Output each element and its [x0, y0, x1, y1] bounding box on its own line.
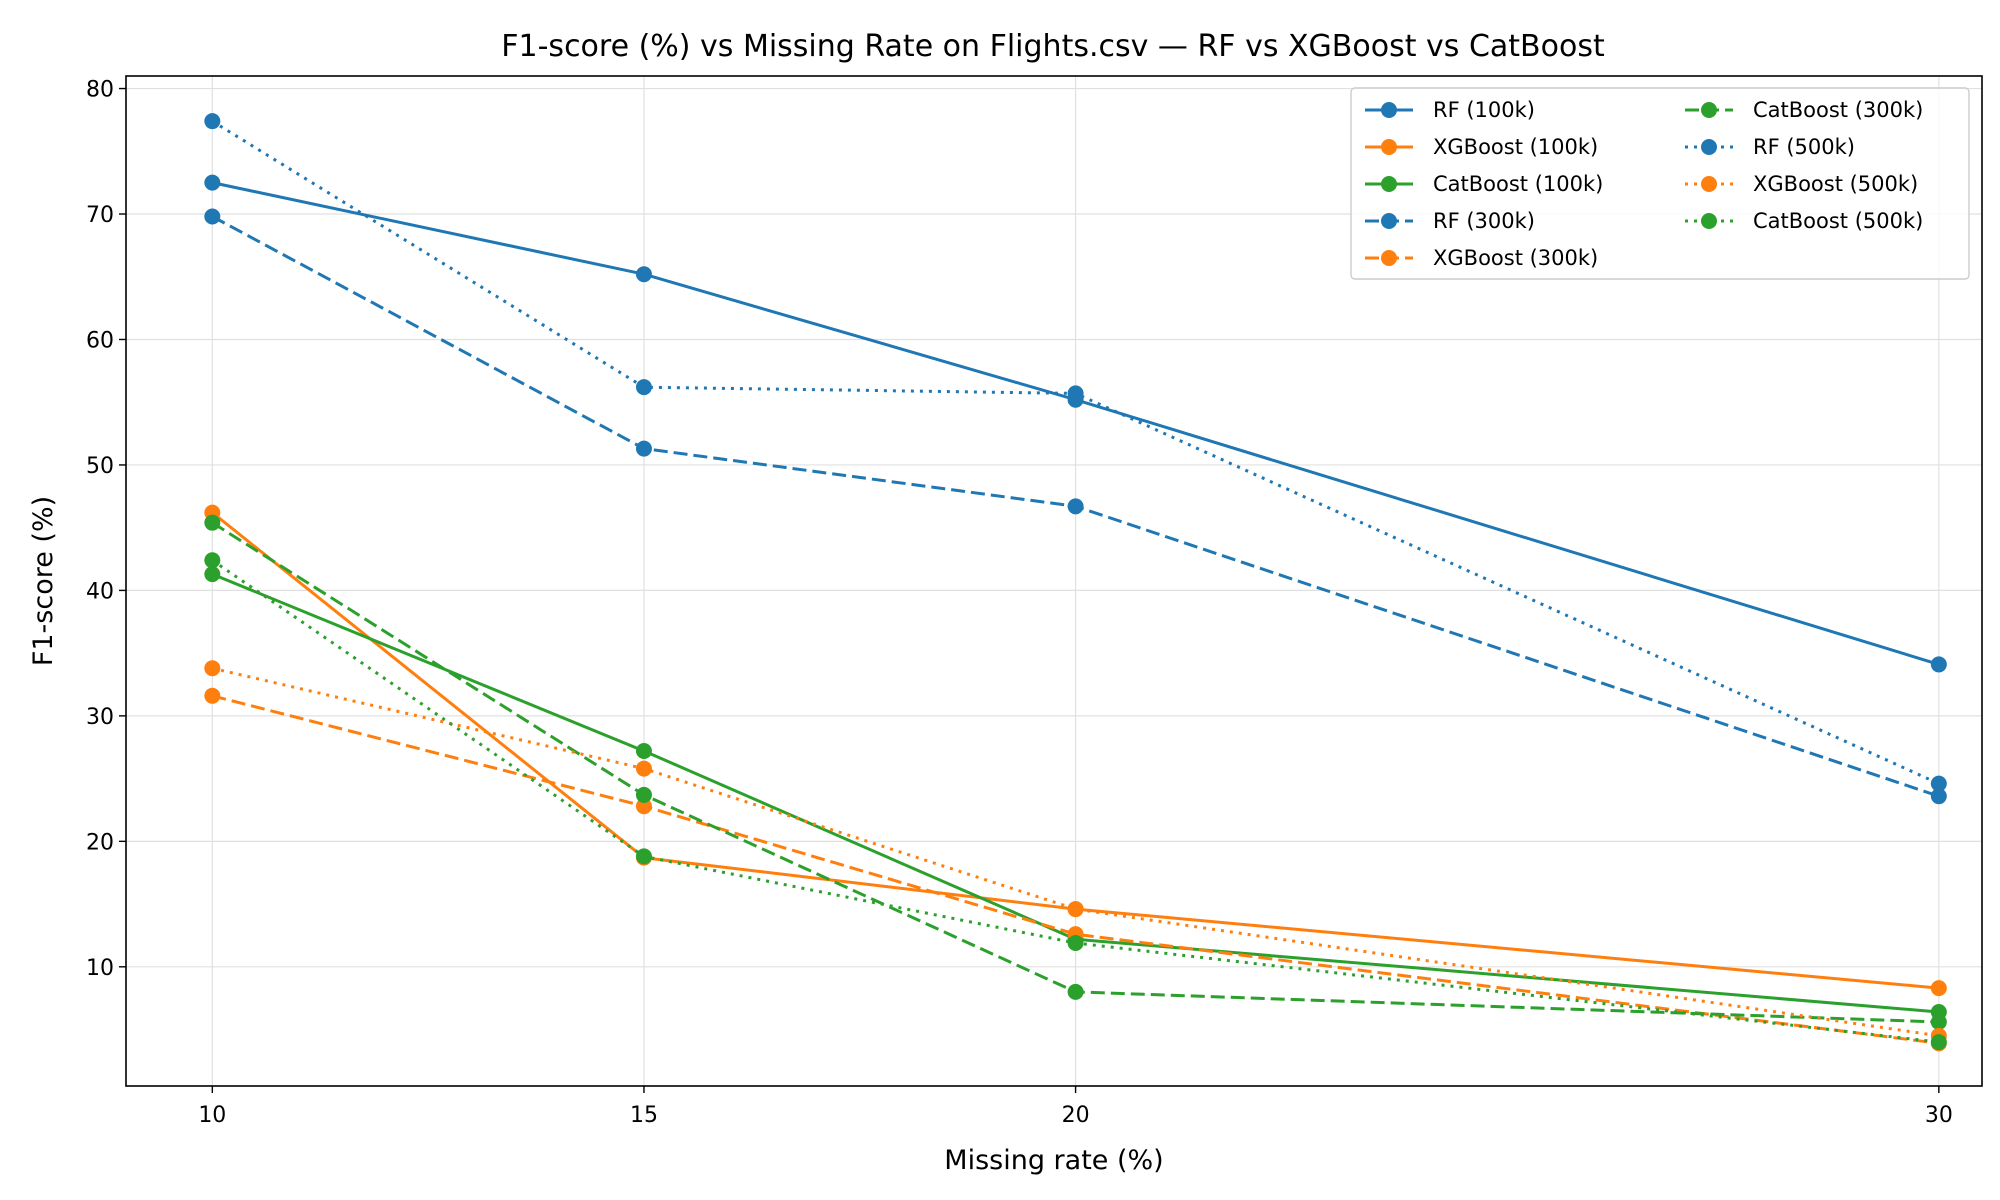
y-tick-label: 70 [86, 203, 114, 228]
data-point [1930, 775, 1947, 792]
series-rf-500k [204, 113, 1947, 792]
data-point [635, 743, 652, 760]
series-line [211, 181, 1940, 666]
series-line [211, 215, 1940, 798]
legend-marker [1701, 213, 1717, 229]
data-point [635, 760, 652, 777]
series-catboost-300k [204, 514, 1947, 1031]
plot-frame [125, 75, 1983, 1087]
y-tick-label: 10 [86, 956, 114, 981]
series-line [211, 119, 1940, 785]
series-catboost-500k [204, 552, 1947, 1051]
legend-item: XGBoost (500k) [1685, 172, 1918, 196]
data-point [1067, 983, 1084, 1000]
chart-title: F1-score (%) vs Missing Rate on Flights.… [501, 29, 1605, 64]
legend-label: XGBoost (300k) [1433, 246, 1598, 270]
legend-item: CatBoost (500k) [1685, 209, 1923, 233]
legend-marker [1701, 139, 1717, 155]
y-tick-label: 80 [86, 78, 114, 103]
series-rf-100k [204, 174, 1947, 673]
data-point [1067, 901, 1084, 918]
data-point [204, 208, 221, 225]
series-line [211, 559, 1939, 1044]
series-layer [204, 113, 1947, 1052]
x-tick-label: 30 [1925, 1103, 1953, 1128]
legend-label: RF (500k) [1753, 135, 1855, 159]
data-point [1930, 1014, 1947, 1031]
data-point [1930, 788, 1947, 805]
legend-item: RF (500k) [1685, 135, 1855, 159]
legend: RF (100k) XGBoost (100k) CatBoost (100k) RF… [1350, 87, 1970, 280]
legend-marker [1701, 102, 1717, 118]
tick-layer: 10 15 20 30 10 20 30 40 50 60 70 80 [86, 78, 1953, 1128]
series-line [211, 666, 1940, 1038]
legend-label: XGBoost (500k) [1753, 172, 1918, 196]
x-tick-label: 20 [1062, 1103, 1090, 1128]
legend-marker [1381, 139, 1397, 155]
legend-item: XGBoost (300k) [1365, 246, 1598, 270]
legend-label: CatBoost (500k) [1753, 209, 1923, 233]
legend-item: CatBoost (300k) [1685, 98, 1923, 122]
legend-marker [1381, 213, 1397, 229]
y-tick-label: 40 [86, 579, 114, 604]
series-rf-300k [204, 208, 1947, 805]
data-point [204, 552, 221, 569]
y-tick-label: 60 [86, 328, 114, 353]
data-point [1067, 498, 1084, 515]
legend-marker [1381, 176, 1397, 192]
data-point [635, 848, 652, 865]
data-point [204, 113, 221, 130]
data-point [204, 660, 221, 677]
data-point [204, 566, 221, 583]
data-point [1930, 1034, 1947, 1051]
legend-label: RF (100k) [1433, 98, 1535, 122]
series-line [211, 572, 1939, 1014]
data-point [635, 798, 652, 815]
data-point [635, 379, 652, 396]
legend-label: XGBoost (100k) [1433, 135, 1598, 159]
data-point [1930, 656, 1947, 673]
series-line [211, 521, 1939, 1024]
y-tick-label: 30 [86, 705, 114, 730]
legend-label: CatBoost (300k) [1753, 98, 1923, 122]
legend-item: RF (100k) [1365, 98, 1535, 122]
data-point [635, 440, 652, 457]
y-tick-label: 50 [86, 454, 114, 479]
data-point [204, 174, 221, 191]
series-line [211, 511, 1939, 990]
legend-marker [1381, 102, 1397, 118]
grid-layer [126, 76, 1982, 1086]
data-point [635, 266, 652, 283]
series-line [211, 694, 1939, 1045]
legend-item: CatBoost (100k) [1365, 172, 1603, 196]
data-point [204, 687, 221, 704]
data-point [635, 786, 652, 803]
legend-marker [1381, 250, 1397, 266]
data-point [1067, 385, 1084, 402]
x-tick-label: 15 [630, 1103, 658, 1128]
legend-item: RF (300k) [1365, 209, 1535, 233]
legend-item: XGBoost (100k) [1365, 135, 1598, 159]
y-tick-label: 20 [86, 830, 114, 855]
legend-marker [1701, 176, 1717, 192]
legend-label: CatBoost (100k) [1433, 172, 1603, 196]
data-point [1930, 980, 1947, 997]
legend-label: RF (300k) [1433, 209, 1535, 233]
x-tick-label: 10 [198, 1103, 226, 1128]
y-axis-label: F1-score (%) [28, 496, 59, 666]
legend-frame [1350, 87, 1970, 280]
data-point [1067, 934, 1084, 951]
x-axis-label: Missing rate (%) [944, 1145, 1163, 1176]
data-point [204, 514, 221, 531]
